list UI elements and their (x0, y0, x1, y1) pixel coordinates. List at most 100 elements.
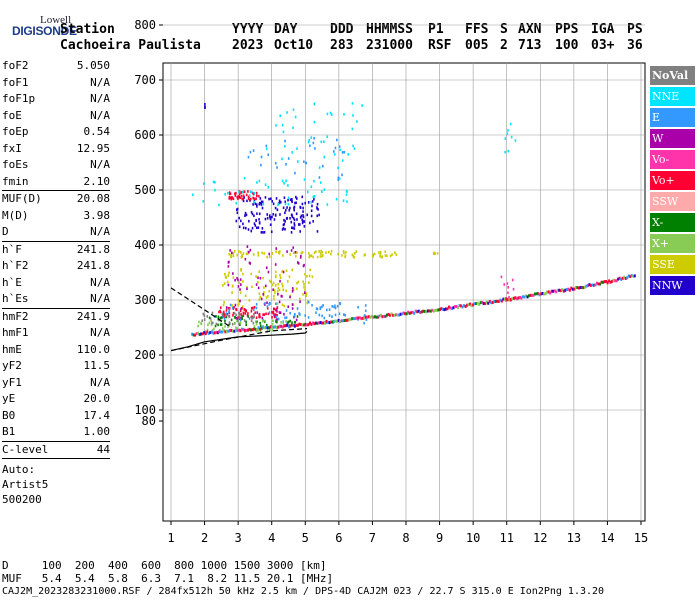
echo-point (227, 274, 230, 277)
param-name: h`F (2, 242, 22, 256)
echo-point (268, 301, 271, 305)
echo-point (239, 321, 242, 324)
f2-trace-point (597, 282, 600, 286)
param-row-yf2: yF2 11.5 (2, 358, 110, 375)
f2-trace-point (239, 329, 242, 333)
echo-point (279, 200, 282, 204)
echo-point (241, 307, 243, 310)
echo-point (320, 140, 323, 144)
echo-point (243, 190, 246, 194)
echo-point (436, 252, 439, 255)
echo-point (253, 308, 255, 312)
echo-point (268, 279, 271, 283)
echo-point (271, 328, 274, 332)
header-year-value: 2023 (232, 38, 264, 53)
echo-point (295, 195, 297, 199)
f2-trace-point (512, 296, 515, 300)
echo-point (229, 192, 232, 196)
f2-trace-point (334, 319, 337, 323)
echo-point (235, 313, 237, 317)
param-value: N/A (90, 326, 110, 339)
header-iga-label: IGA (591, 22, 615, 37)
f2-trace-point (392, 313, 395, 317)
f2-trace-point (461, 305, 464, 309)
echo-point (315, 311, 317, 314)
echo-point (323, 188, 326, 191)
echo-point (508, 295, 510, 299)
f2-trace-point (502, 297, 505, 301)
echo-point (228, 308, 231, 312)
echo-point (278, 288, 281, 292)
param-row-fxi: fxI 12.95 (2, 141, 110, 158)
f2-trace-point (411, 310, 414, 314)
echo-point (306, 301, 309, 305)
echo-point (237, 319, 239, 323)
echo-point (345, 189, 348, 193)
f2-trace-point (274, 325, 277, 329)
f2-trace-point (599, 282, 602, 286)
f2-trace-point (449, 306, 452, 310)
echo-point (364, 304, 367, 307)
param-divider (2, 240, 110, 242)
echo-point (299, 300, 301, 304)
f2-trace-point (405, 312, 408, 316)
echo-point (372, 254, 374, 258)
echo-point (226, 280, 229, 284)
echo-point (262, 231, 264, 234)
echo-point (333, 153, 336, 156)
f2-trace-point (543, 292, 546, 296)
echo-point (252, 149, 255, 152)
echo-point (207, 323, 209, 327)
echo-point (391, 253, 393, 256)
echo-point (228, 314, 231, 318)
echo-point (309, 144, 311, 148)
echo-point (297, 160, 299, 163)
header-s-value: 2 (500, 38, 508, 53)
echo-point (256, 205, 258, 208)
echo-point (265, 144, 268, 148)
echo-point (256, 212, 258, 215)
echo-point (271, 200, 273, 203)
echo-point (258, 194, 260, 198)
f2-trace-point (407, 310, 410, 314)
echo-point (276, 166, 278, 169)
echo-point (308, 274, 311, 278)
echo-point (261, 319, 264, 323)
echo-point (240, 219, 242, 223)
f2-trace-point (277, 325, 280, 329)
echo-point (214, 324, 217, 328)
echo-point (273, 307, 276, 311)
f2-trace-point (271, 325, 274, 329)
echo-point (276, 320, 278, 324)
echo-point (319, 252, 322, 255)
echo-point (208, 316, 211, 320)
echo-point (291, 321, 293, 324)
echo-point (293, 218, 296, 222)
echo-point (282, 288, 285, 292)
echo-point (257, 286, 260, 290)
echo-point (232, 254, 235, 258)
f2-trace-point (381, 315, 384, 319)
legend-e: E (650, 108, 695, 127)
echo-point (234, 194, 237, 197)
echo-point (247, 250, 249, 254)
echo-point (323, 316, 326, 320)
f2-trace-point (588, 283, 591, 287)
echo-point (365, 318, 368, 321)
echo-point (249, 248, 252, 252)
f2-trace-point (420, 310, 423, 314)
echo-point (247, 155, 250, 159)
echo-point (269, 215, 271, 219)
echo-point (287, 305, 290, 308)
echo-point (316, 207, 318, 210)
param-row-hes: h`Es N/A (2, 291, 110, 308)
f2-trace-point (469, 302, 472, 306)
echo-point (267, 185, 270, 189)
echo-point (311, 303, 313, 307)
echo-point (384, 254, 387, 257)
echo-point (341, 159, 344, 162)
echo-point (248, 219, 250, 223)
echo-point (252, 253, 255, 256)
echo-point (309, 268, 311, 272)
echo-point (306, 275, 308, 278)
